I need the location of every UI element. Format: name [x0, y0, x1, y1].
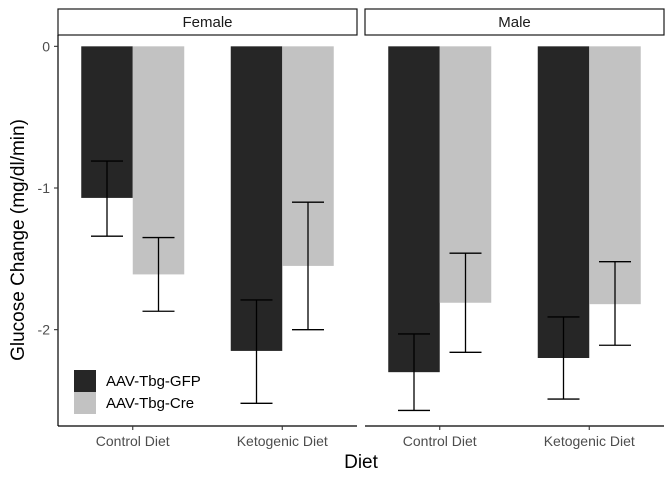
facet-strip: [57, 8, 358, 36]
error-bar: [142, 236, 175, 312]
panels-layer: Female Control Diet Ketogenic Diet Male Cont…: [57, 8, 665, 449]
x-tick-label: Control Diet: [403, 433, 477, 449]
panel-female: Female Control Diet Ketogenic Diet: [57, 8, 358, 449]
legend-entry: AAV-Tbg-GFP: [74, 370, 201, 392]
x-tick-label: Ketogenic Diet: [544, 433, 635, 449]
y-tick-label: 0: [42, 38, 50, 54]
legend-key: [74, 370, 96, 392]
panel-male: Male Control Diet Ketogenic Diet: [364, 8, 665, 449]
x-tick-label: Control Diet: [96, 433, 170, 449]
error-bar: [449, 252, 482, 353]
error-bar: [547, 316, 580, 400]
legend-label: AAV-Tbg-GFP: [106, 373, 201, 390]
legend-key: [74, 392, 96, 414]
legend-label: AAV-Tbg-Cre: [106, 395, 194, 412]
facet-strip: [364, 8, 665, 36]
x-axis-title: Diet: [344, 452, 379, 473]
legend-entry: AAV-Tbg-Cre: [74, 392, 194, 414]
legend: AAV-Tbg-GFP AAV-Tbg-Cre: [74, 370, 201, 414]
y-axis-title: Glucose Change (mg/dl/min): [8, 119, 29, 361]
facet-label: Male: [498, 14, 531, 31]
bar: [132, 46, 185, 275]
error-bar: [91, 160, 123, 237]
facet-label: Female: [182, 14, 232, 31]
error-bar: [292, 201, 324, 331]
y-axis: 0 -1 -2: [38, 35, 59, 426]
error-bar: [240, 299, 273, 404]
y-tick-label: -1: [38, 180, 51, 196]
error-bar: [599, 261, 631, 346]
error-bar: [398, 333, 430, 412]
x-tick-label: Ketogenic Diet: [237, 433, 328, 449]
bar: [537, 46, 590, 358]
bar: [388, 46, 440, 373]
y-tick-label: -2: [38, 322, 51, 338]
